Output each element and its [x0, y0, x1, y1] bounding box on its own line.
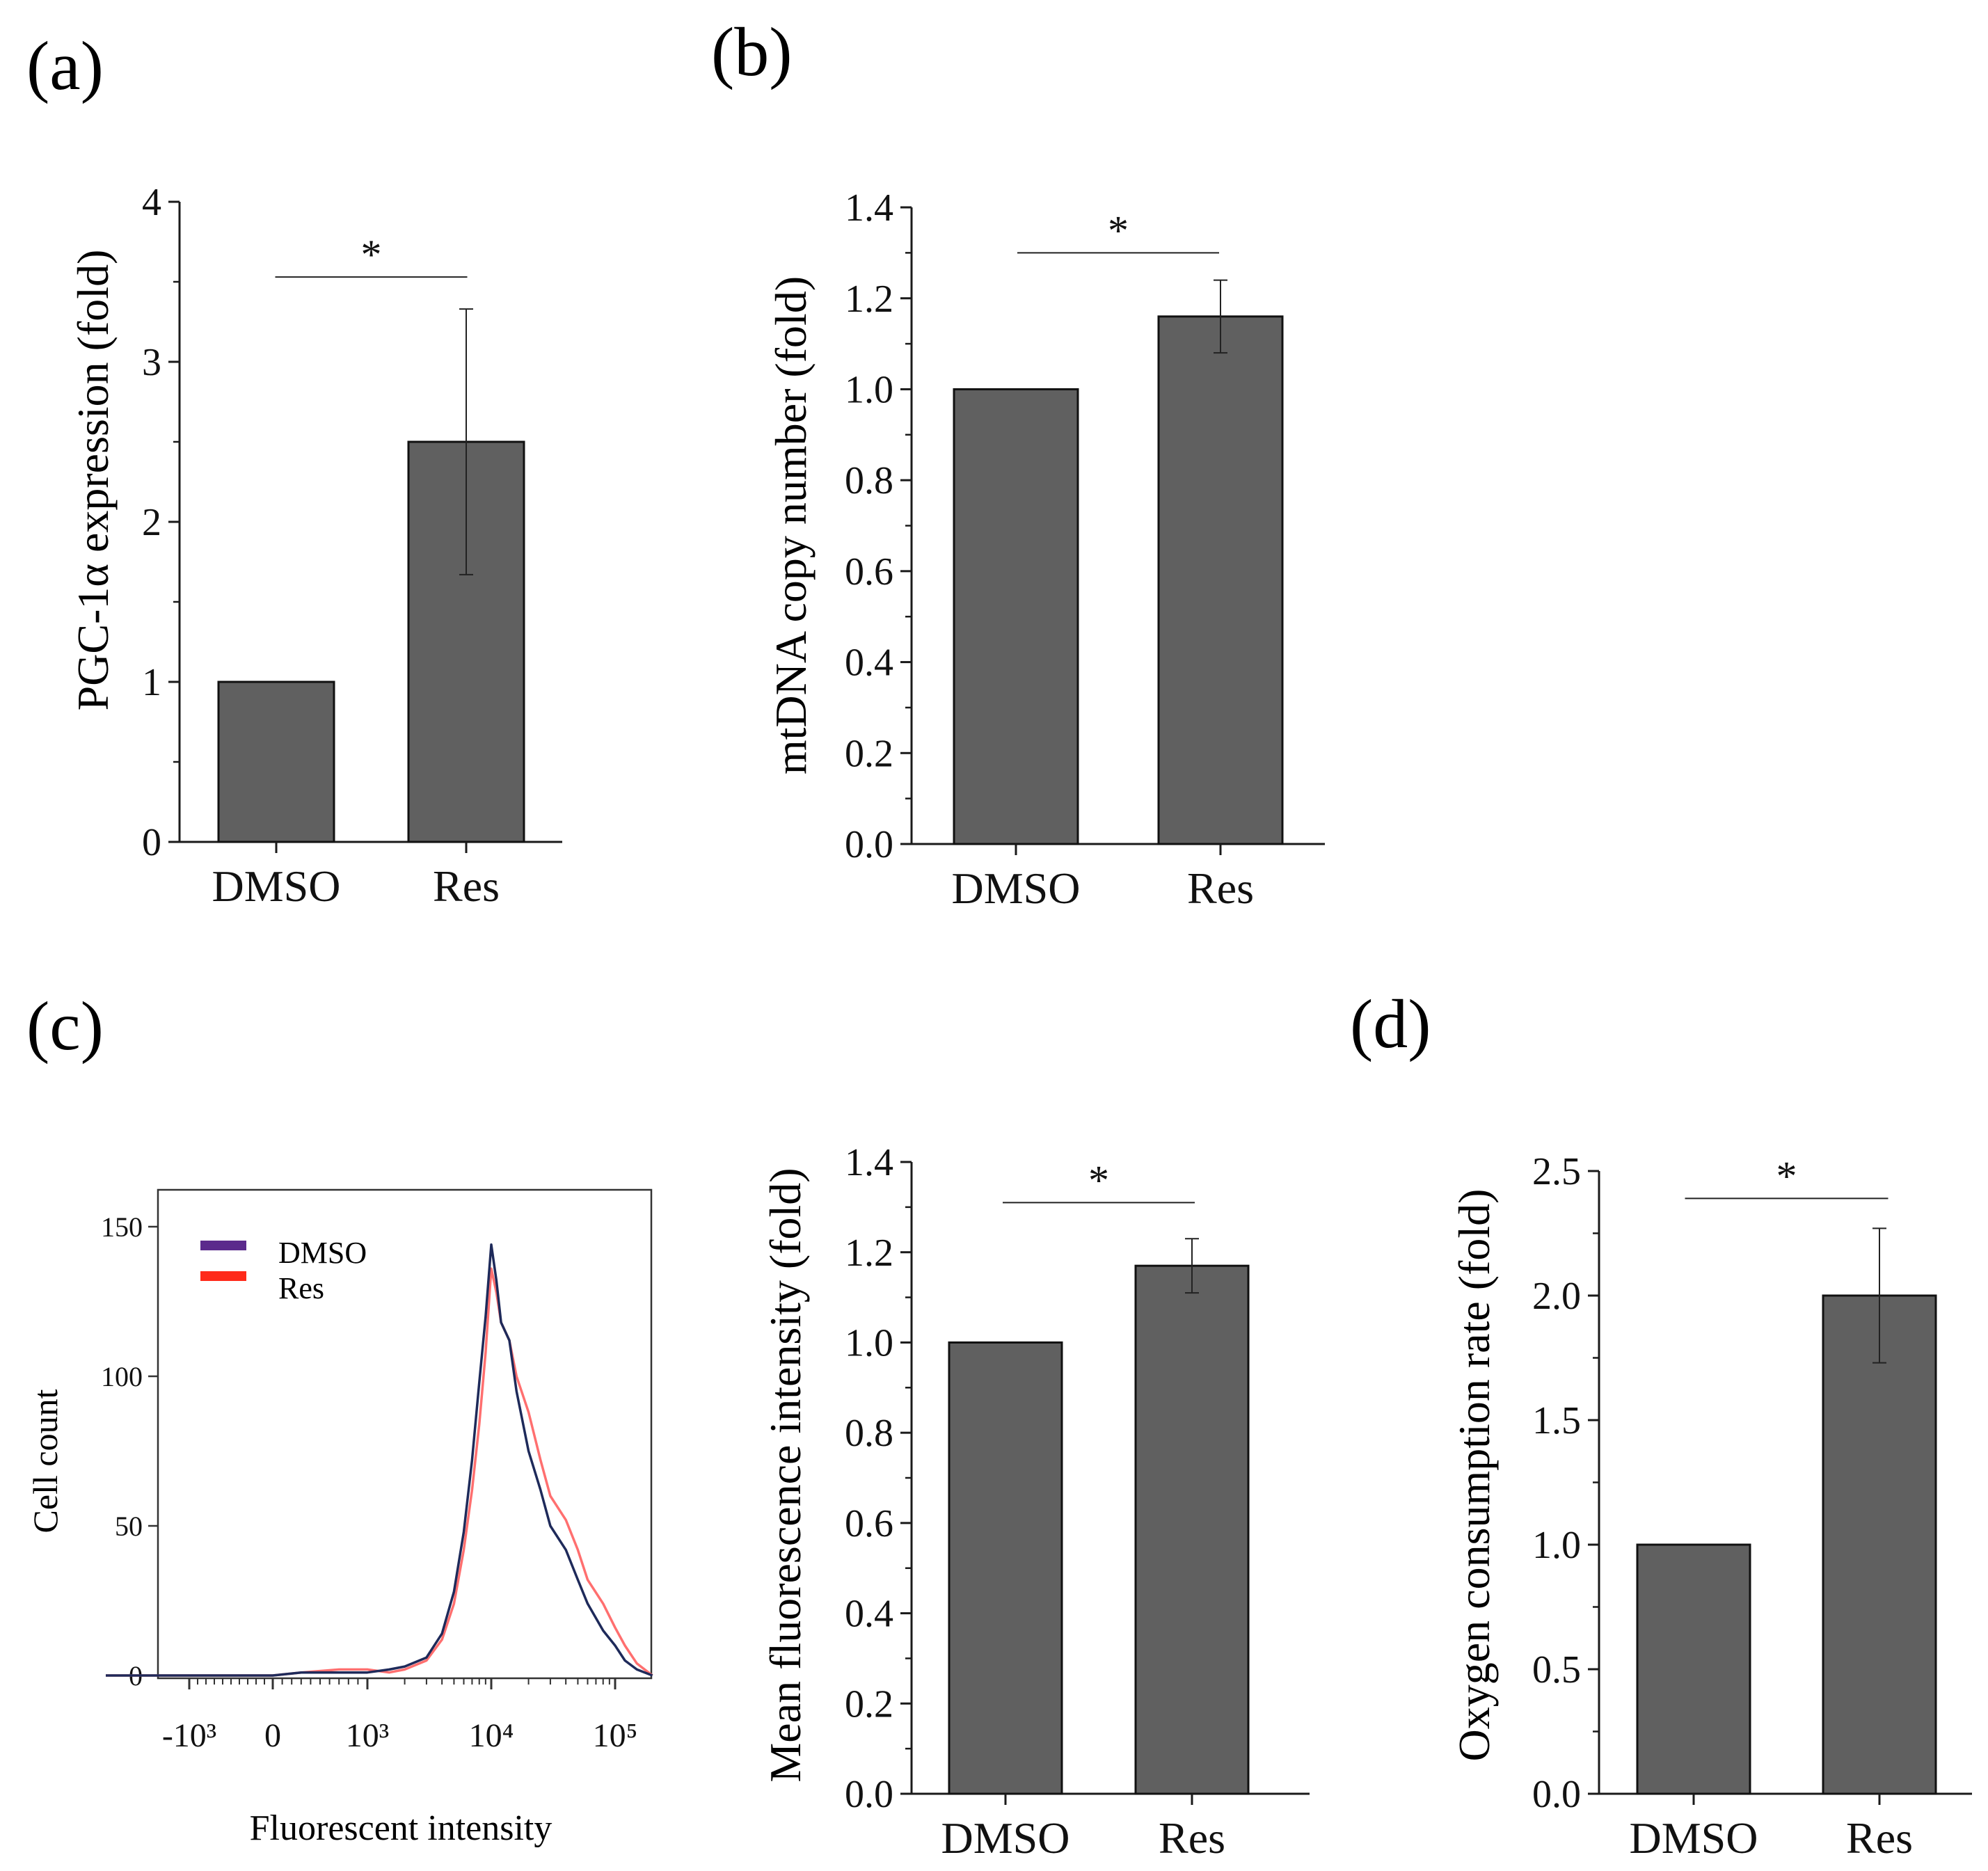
panel-a-label: (a)	[26, 27, 104, 104]
y-tick-label: 0.8	[845, 1412, 893, 1455]
x-tick-label: 10⁵	[593, 1717, 638, 1754]
x-tick-label: 10⁴	[469, 1717, 514, 1754]
panel-a: (a) PGC-1α expression (fold) 0 1 2 3 4 DMSO Re…	[26, 27, 562, 911]
bar-dmso	[1636, 1543, 1751, 1795]
x-tick-label: DMSO	[1630, 1813, 1758, 1863]
y-tick-label: 0.4	[845, 1593, 893, 1636]
legend-swatch-dmso	[200, 1241, 246, 1250]
panel-a-ylabel: PGC-1α expression (fold)	[68, 250, 118, 711]
y-tick-label: 3	[142, 341, 161, 384]
y-tick-label: 1	[142, 661, 161, 704]
x-tick-label: Res	[1187, 863, 1254, 913]
x-tick-label: DMSO	[212, 861, 341, 911]
y-tick-label: 2.5	[1532, 1150, 1581, 1193]
significance-star: *	[1776, 1153, 1797, 1199]
y-tick-label: 50	[115, 1511, 143, 1542]
bar-dmso	[953, 388, 1079, 845]
bar-dmso	[948, 1341, 1063, 1795]
y-tick-label: 0.0	[845, 823, 893, 866]
bar-res	[1157, 315, 1284, 845]
panel-d-ylabel: Oxygen consumption rate (fold)	[1449, 1189, 1499, 1762]
panel-b: (b) mtDNA copy number (fold) 0.00.20.40.…	[711, 13, 1325, 913]
y-tick-label: 1.4	[845, 1141, 893, 1184]
series-line-res	[106, 1267, 653, 1677]
y-tick-label: 0.4	[845, 642, 893, 685]
bar-res	[1134, 1264, 1250, 1795]
series-line-dmso	[106, 1243, 653, 1677]
y-tick-label: 1.0	[1532, 1524, 1581, 1567]
bar-res	[1822, 1294, 1937, 1795]
y-tick-label: 0.2	[845, 1682, 893, 1726]
panel-b-label: (b)	[711, 13, 793, 90]
x-tick-label: 0	[264, 1717, 281, 1754]
significance-star: *	[361, 232, 382, 278]
y-tick-label: 1.0	[845, 1321, 893, 1364]
significance-star: *	[1108, 207, 1129, 253]
legend-label-res: Res	[278, 1271, 324, 1305]
y-tick-label: 0.5	[1532, 1648, 1581, 1691]
plot-mfi: 0.0 0.2 0.4 0.6 0.8 1.0 1.2 1.4 DMSO Res *	[845, 1141, 1310, 1863]
panel-c: (c) Cell count Fluorescent intensity 0 50…	[26, 987, 653, 1848]
y-tick-label: 2.0	[1532, 1275, 1581, 1318]
y-tick-label: 0.0	[1532, 1773, 1581, 1816]
x-tick-label: 10³	[346, 1717, 389, 1754]
y-tick-label: 0.6	[845, 1502, 893, 1545]
legend-label-dmso: DMSO	[278, 1236, 367, 1270]
y-tick-label: 150	[101, 1211, 143, 1243]
panel-b-ylabel: mtDNA copy number (fold)	[766, 276, 816, 774]
plot-a: 0 1 2 3 4 DMSO Res *	[142, 181, 562, 911]
panel-d-label: (d)	[1350, 985, 1431, 1062]
x-tick-label: Res	[1846, 1813, 1913, 1863]
panel-mfi: Mean fluorescence intensity (fold) 0.00.…	[761, 1141, 1310, 1863]
bar-dmso	[217, 680, 335, 843]
x-tick-label: Res	[433, 861, 500, 911]
x-tick-label: DMSO	[941, 1813, 1070, 1863]
legend: DMSO Res	[200, 1236, 367, 1305]
x-tick-label: Res	[1159, 1813, 1225, 1863]
plot-d: 0.0 0.5 1.0 1.5 2.0 2.5 DMSO Res *	[1532, 1150, 1972, 1863]
panel-mfi-ylabel: Mean fluorescence intensity (fold)	[761, 1168, 810, 1782]
plot-frame	[157, 1188, 653, 1680]
panel-c-ylabel: Cell count	[26, 1389, 65, 1533]
significance-star: *	[1088, 1157, 1109, 1203]
plot-b: 0.0 0.2 0.4 0.6 0.8 1.0 1.2 1.4 DMSO Res *	[845, 186, 1325, 913]
legend-swatch-res	[200, 1271, 246, 1281]
y-tick-label: 0	[142, 821, 161, 864]
y-tick-label: 0.8	[845, 459, 893, 502]
y-tick-label: 1.4	[845, 186, 893, 230]
y-tick-label: 4	[142, 181, 161, 224]
y-tick-label: 0.2	[845, 732, 893, 775]
panel-c-label: (c)	[26, 987, 104, 1065]
y-tick-label: 100	[101, 1361, 143, 1392]
y-tick-label: 1.0	[845, 368, 893, 411]
x-tick-label: DMSO	[952, 863, 1081, 913]
y-tick-label: 1.5	[1532, 1399, 1581, 1442]
y-tick-label: 0.6	[845, 550, 893, 594]
y-tick-label: 2	[142, 501, 161, 544]
x-tick-label: -10³	[162, 1717, 216, 1754]
y-tick-label: 1.2	[845, 278, 893, 321]
panel-d: (d) Oxygen consumption rate (fold) 0.00.…	[1350, 985, 1972, 1863]
y-tick-label: 1.2	[845, 1232, 893, 1275]
y-tick-label: 0.0	[845, 1773, 893, 1816]
panel-c-xlabel: Fluorescent intensity	[250, 1808, 552, 1848]
